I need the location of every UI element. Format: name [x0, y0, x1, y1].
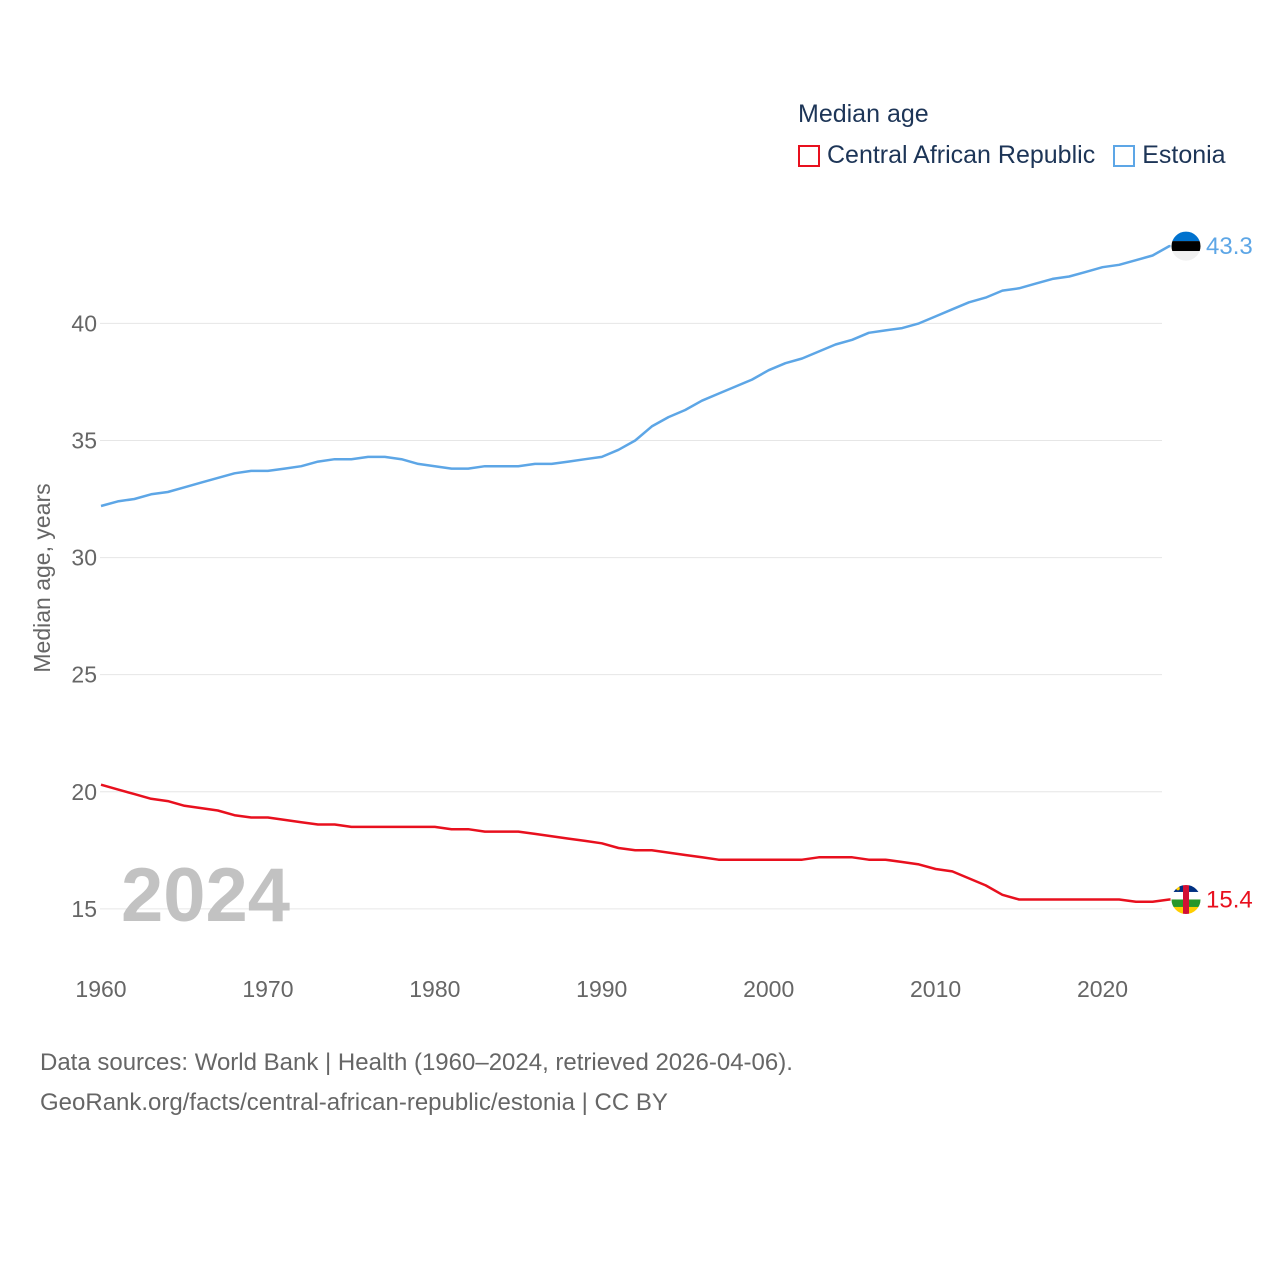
- series-line-estonia[interactable]: [100, 244, 1176, 508]
- x-tick-label: 2010: [910, 976, 961, 1002]
- gridlines: [100, 322, 1162, 910]
- x-tick-label: 1970: [242, 976, 293, 1002]
- y-axis-title: Median age, years: [29, 483, 55, 672]
- x-axis-ticks: 1960 1970 1980 1990 2000 2010 2020: [75, 976, 1128, 1002]
- attribution-link[interactable]: GeoRank.org/facts/central-african-republ…: [40, 1089, 668, 1116]
- line-chart: 15 20 25 30 35 40 1960 1970 1980 1990 2000 2010 202…: [29, 230, 1253, 1002]
- legend-swatch-central-african-republic: [798, 144, 820, 167]
- x-tick-label: 2020: [1077, 976, 1128, 1002]
- y-tick-label: 15: [71, 896, 97, 922]
- y-axis-ticks: 15 20 25 30 35 40: [71, 310, 97, 921]
- legend-swatch-estonia: [1113, 144, 1136, 167]
- x-tick-label: 2000: [743, 976, 794, 1002]
- y-tick-label: 30: [71, 545, 97, 571]
- y-tick-label: 25: [71, 662, 97, 688]
- series-line-central-african-republic[interactable]: [100, 783, 1176, 904]
- legend-label-estonia: Estonia: [1142, 141, 1226, 169]
- x-tick-label: 1990: [576, 976, 627, 1002]
- series-end-markers: 15.4 43.3: [1170, 230, 1253, 915]
- series-end-value-label: 15.4: [1206, 886, 1253, 913]
- x-tick-label: 1960: [75, 976, 126, 1002]
- legend-title: Median age: [798, 100, 929, 128]
- series-lines: [100, 244, 1176, 904]
- series-end-value-label: 43.3: [1206, 233, 1253, 260]
- estonia-flag-icon: [1171, 231, 1201, 262]
- legend-label-central-african-republic: Central African Republic: [827, 141, 1096, 169]
- x-tick-label: 1980: [409, 976, 460, 1002]
- flag-ring: [1170, 230, 1202, 262]
- current-year-label: 2024: [121, 853, 290, 938]
- flag-ring: [1170, 883, 1202, 915]
- central-african-republic-flag-icon: [1171, 884, 1201, 915]
- y-tick-label: 40: [71, 310, 97, 336]
- footer: Data sources: World Bank | Health (1960–…: [40, 1043, 793, 1123]
- legend-item-estonia[interactable]: Estonia: [1113, 141, 1226, 170]
- legend: Median age Central African Republic Esto…: [798, 100, 1226, 170]
- legend-item-central-african-republic[interactable]: Central African Republic: [798, 141, 1095, 170]
- y-tick-label: 20: [71, 779, 97, 805]
- data-source-text: Data sources: World Bank | Health (1960–…: [40, 1049, 793, 1076]
- y-tick-label: 35: [71, 427, 97, 453]
